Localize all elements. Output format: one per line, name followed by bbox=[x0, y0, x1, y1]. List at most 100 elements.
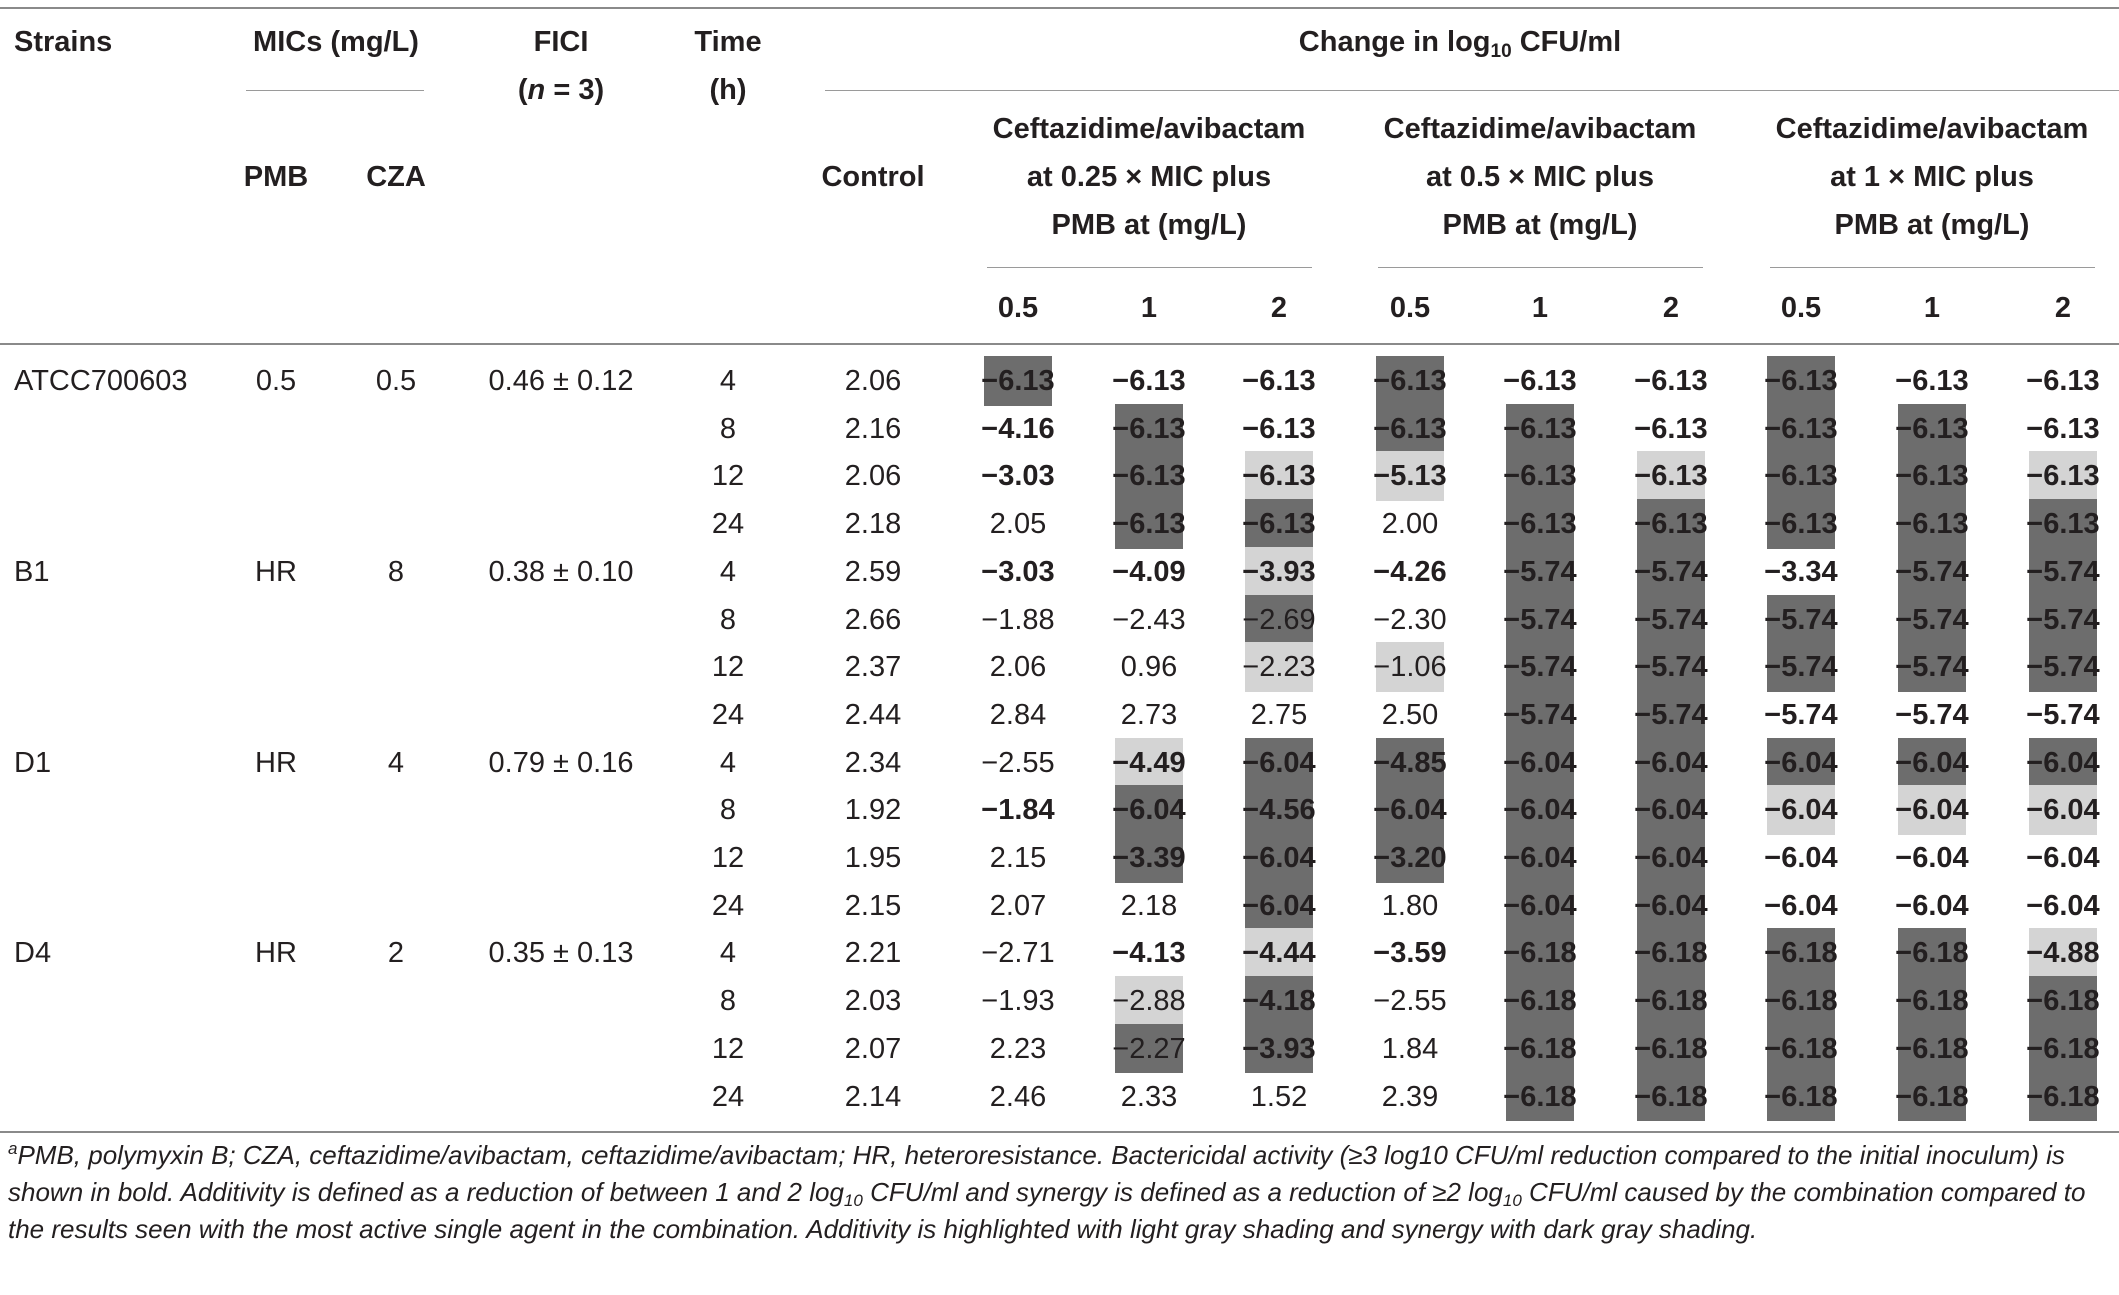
header-group-2-line2: at 0.5 × MIC plus bbox=[1425, 161, 1655, 193]
result-cell: −5.74 bbox=[1634, 603, 1708, 636]
header-group-3-line2: at 1 × MIC plus bbox=[1830, 161, 2034, 193]
result-cell: −6.18 bbox=[1895, 1032, 1969, 1065]
result-cell: −5.74 bbox=[2026, 603, 2100, 636]
result-cell: −5.74 bbox=[2026, 555, 2100, 588]
footnote-text-1: PMB, polymyxin B; CZA, ceftazidime/aviba… bbox=[8, 1140, 2065, 1207]
synergy-shading bbox=[1767, 1023, 1835, 1074]
result-cell: −6.18 bbox=[1503, 985, 1577, 1018]
result-cell: −2.55 bbox=[1373, 985, 1447, 1018]
synergy-shading bbox=[1898, 976, 1966, 1026]
synergy-shading bbox=[1245, 594, 1313, 645]
result-cell: −6.04 bbox=[2026, 889, 2100, 922]
result-cell: −6.04 bbox=[1764, 794, 1838, 827]
result-cell: −6.04 bbox=[1764, 746, 1838, 779]
synergy-shading bbox=[1376, 785, 1444, 835]
footnote-sub-1: 10 bbox=[843, 1191, 863, 1210]
result-cell: −6.04 bbox=[1242, 842, 1316, 874]
result-cell: −5.13 bbox=[1373, 460, 1447, 493]
synergy-shading bbox=[1245, 880, 1313, 931]
result-cell: −4.18 bbox=[1242, 985, 1316, 1018]
additivity-shading bbox=[2029, 451, 2097, 502]
result-cell: −6.04 bbox=[1764, 842, 1838, 874]
result-cell: −5.74 bbox=[1764, 698, 1838, 731]
result-cell: −6.04 bbox=[1634, 889, 1708, 922]
header-dose-1: 0.5 bbox=[997, 292, 1039, 324]
synergy-shading bbox=[1767, 403, 1835, 454]
header-mics: MICs (mg/L) bbox=[253, 26, 419, 58]
synergy-shading bbox=[1245, 785, 1313, 835]
result-cell: 2.07 bbox=[989, 889, 1047, 922]
result-cell: −6.13 bbox=[1634, 460, 1708, 493]
synergy-shading bbox=[1376, 403, 1444, 454]
result-cell: −6.04 bbox=[1634, 842, 1708, 874]
control-cell: 2.18 bbox=[844, 508, 902, 541]
result-cell: −5.74 bbox=[1503, 651, 1577, 684]
time-cell: 12 bbox=[711, 1032, 745, 1065]
additivity-shading bbox=[1245, 451, 1313, 502]
synergy-shading bbox=[1637, 833, 1705, 883]
mic-pmb-cell: HR bbox=[255, 937, 297, 970]
result-cell: −6.04 bbox=[1895, 842, 1969, 874]
synergy-shading bbox=[1898, 928, 1966, 979]
result-cell: 2.50 bbox=[1381, 698, 1439, 731]
result-cell: −6.18 bbox=[1895, 985, 1969, 1018]
fici-cell: 0.46 ± 0.12 bbox=[488, 365, 634, 397]
synergy-shading bbox=[1245, 833, 1313, 883]
additivity-shading bbox=[1898, 785, 1966, 835]
result-cell: −4.85 bbox=[1373, 746, 1447, 779]
additivity-shading bbox=[1245, 642, 1313, 692]
control-cell: 2.06 bbox=[844, 460, 902, 493]
result-cell: −6.18 bbox=[1764, 985, 1838, 1018]
result-cell: −6.04 bbox=[1895, 794, 1969, 827]
strain-cell: B1 bbox=[14, 555, 50, 588]
result-cell: −6.13 bbox=[1764, 365, 1838, 397]
synergy-shading bbox=[1506, 928, 1574, 979]
result-cell: −6.18 bbox=[1764, 1080, 1838, 1113]
result-cell: −2.55 bbox=[981, 746, 1055, 779]
synergy-shading bbox=[1115, 403, 1183, 454]
result-cell: 2.15 bbox=[989, 842, 1047, 874]
result-cell: −6.04 bbox=[1895, 746, 1969, 779]
synergy-shading bbox=[1767, 976, 1835, 1026]
strain-cell: D1 bbox=[14, 746, 52, 779]
result-cell: −3.39 bbox=[1112, 842, 1186, 874]
footnote-marker: a bbox=[8, 1139, 18, 1158]
additivity-shading bbox=[1637, 451, 1705, 502]
synergy-shading bbox=[1506, 737, 1574, 788]
result-cell: −6.18 bbox=[1634, 985, 1708, 1018]
footnote-text-3: CFU/ml caused by the combination compare… bbox=[8, 1177, 2086, 1244]
synergy-shading bbox=[1637, 737, 1705, 788]
result-cell: −6.18 bbox=[1503, 937, 1577, 970]
result-cell: −6.13 bbox=[1634, 365, 1708, 397]
header-dose-2: 1 bbox=[1140, 292, 1158, 324]
mic-cza-cell: 2 bbox=[387, 937, 405, 970]
result-cell: −6.04 bbox=[1634, 746, 1708, 779]
synergy-shading bbox=[1506, 833, 1574, 883]
result-cell: −4.13 bbox=[1112, 937, 1186, 970]
additivity-shading bbox=[1767, 785, 1835, 835]
fici-cell: 0.38 ± 0.10 bbox=[488, 555, 634, 588]
synergy-shading bbox=[1376, 833, 1444, 883]
additivity-shading bbox=[1115, 976, 1183, 1026]
result-cell: −6.04 bbox=[1373, 794, 1447, 827]
control-cell: 2.15 bbox=[844, 889, 902, 922]
header-change-sub: 10 bbox=[1490, 41, 1512, 62]
synergy-shading bbox=[1637, 642, 1705, 692]
result-cell: −6.13 bbox=[1503, 412, 1577, 445]
synergy-shading bbox=[1245, 1023, 1313, 1074]
synergy-shading bbox=[1898, 403, 1966, 454]
synergy-shading bbox=[1506, 785, 1574, 835]
time-cell: 12 bbox=[711, 651, 745, 684]
result-cell: −6.04 bbox=[1503, 889, 1577, 922]
result-cell: −6.13 bbox=[1895, 365, 1969, 397]
result-cell: −3.34 bbox=[1764, 555, 1838, 588]
time-cell: 4 bbox=[719, 937, 737, 970]
synergy-shading bbox=[1637, 928, 1705, 979]
synergy-shading bbox=[1506, 1071, 1574, 1122]
control-cell: 2.34 bbox=[844, 746, 902, 779]
header-cza: CZA bbox=[366, 161, 426, 193]
result-cell: −6.18 bbox=[1764, 1032, 1838, 1065]
header-change-suffix: CFU/ml bbox=[1511, 26, 1622, 58]
result-cell: −6.18 bbox=[1895, 1080, 1969, 1113]
group3-underline bbox=[1770, 267, 2095, 268]
